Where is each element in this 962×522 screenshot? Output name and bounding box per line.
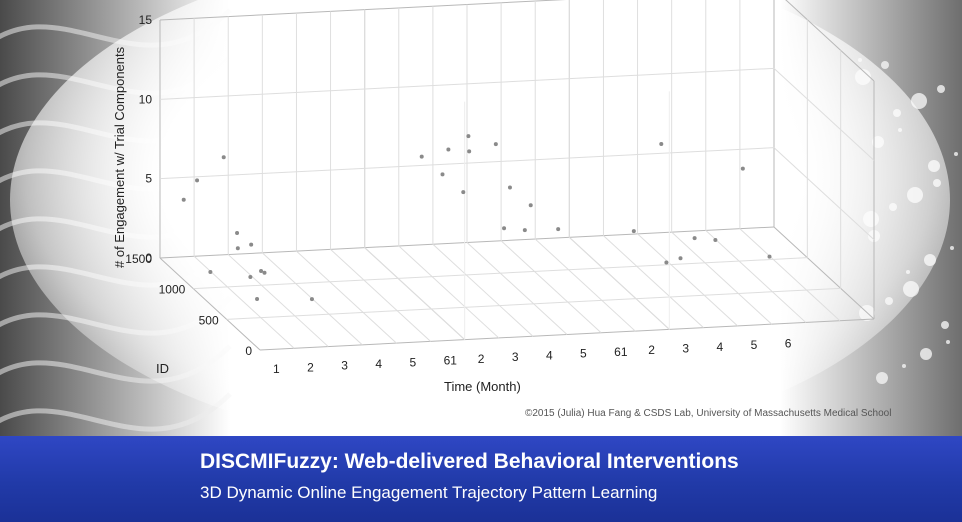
z-tick-label: 10 (139, 92, 153, 106)
grid-lines (159, 0, 875, 349)
series-panel-1 (181, 155, 314, 302)
data-point (235, 231, 240, 236)
data-point (309, 297, 314, 302)
data-point (461, 190, 466, 195)
data-point (259, 268, 264, 273)
z-tick-label: 5 (145, 172, 152, 186)
data-point (678, 256, 683, 261)
data-point (181, 197, 186, 202)
series-panel-2 (419, 134, 561, 233)
data-point (440, 172, 445, 177)
data-point (419, 154, 424, 159)
data-point (221, 155, 226, 160)
data-point (208, 269, 213, 274)
x-tick-label: 2 (478, 352, 485, 366)
banner-subtitle: 3D Dynamic Online Engagement Trajectory … (200, 483, 658, 502)
data-point (631, 229, 636, 234)
data-point (255, 297, 260, 302)
x-tick-label: 2 (648, 343, 655, 357)
x-tick-label: 3 (512, 350, 519, 364)
x-axis-label: Time (Month) (444, 379, 521, 394)
x-tick-label: 3 (682, 341, 689, 355)
copyright-notice: ©2015 (Julia) Hua Fang & CSDS Lab, Unive… (525, 408, 892, 419)
data-point (692, 236, 697, 241)
data-point (767, 254, 772, 259)
data-point (659, 141, 664, 146)
x-tick-label: 3 (341, 359, 348, 373)
data-point (467, 149, 472, 154)
z-axis-label: # of Engagement w/ Trial Components (112, 46, 127, 268)
data-point (466, 134, 471, 139)
x-tick-label: 4 (717, 340, 724, 354)
x-tick-label: 5 (410, 355, 417, 369)
data-point (493, 142, 498, 147)
x-tick-label: 2 (307, 360, 314, 374)
y-axis-label: ID (156, 361, 169, 376)
data-points (181, 134, 772, 302)
x-tick-label: 6 (785, 336, 792, 350)
y-tick-label: 0 (245, 344, 252, 358)
x-tick-label: 61 (614, 345, 628, 359)
x-tick-label: 5 (580, 347, 587, 361)
data-point (262, 270, 267, 275)
z-tick-label: 0 (145, 251, 152, 265)
x-tick-label: 1 (273, 362, 280, 376)
data-point (507, 185, 512, 190)
z-tick-label: 15 (139, 13, 153, 27)
data-point (502, 226, 507, 231)
background-collage (0, 0, 962, 436)
data-point (235, 246, 240, 251)
x-tick-label: 4 (546, 348, 553, 362)
data-point (522, 228, 527, 233)
x-tick-label: 5 (751, 338, 758, 352)
series-panel-3 (631, 141, 772, 265)
x-tick-label: 4 (375, 357, 382, 371)
hero-image: 1 2 3 4 5 61 2 3 4 5 61 2 3 4 5 6 0 500 1000 1500 0 5 10 15 # o… (0, 0, 962, 436)
data-point (195, 178, 200, 183)
data-point (249, 242, 254, 247)
banner-title: DISCMIFuzzy: Web-delivered Behavioral In… (200, 450, 739, 473)
data-point (248, 275, 253, 280)
data-point (556, 227, 561, 232)
y-tick-label: 500 (199, 313, 219, 327)
title-banner: DISCMIFuzzy: Web-delivered Behavioral In… (0, 436, 962, 522)
data-point (713, 237, 718, 242)
data-point (664, 260, 669, 265)
data-point (740, 166, 745, 171)
data-point (446, 147, 451, 152)
y-tick-label: 1500 (125, 252, 152, 266)
x-tick-label: 61 (444, 354, 458, 368)
data-point (528, 203, 533, 208)
y-tick-label: 1000 (159, 283, 186, 297)
